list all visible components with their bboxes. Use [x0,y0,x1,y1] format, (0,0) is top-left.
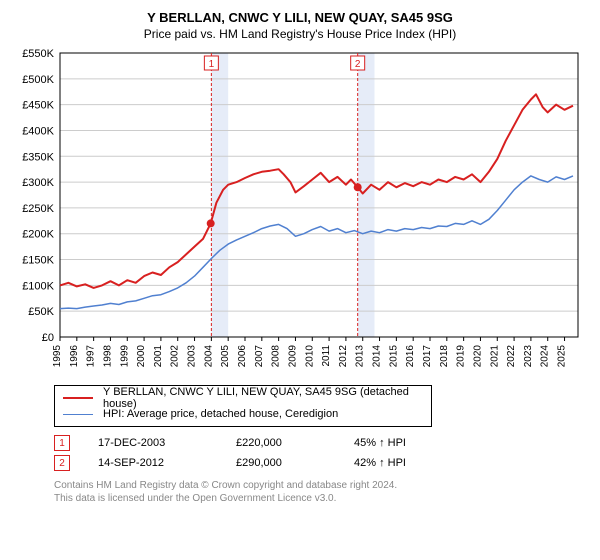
svg-text:2023: 2023 [523,345,534,368]
legend-swatch-hpi [63,414,93,415]
event-price-1: £220,000 [236,437,326,449]
legend-swatch-property [63,397,93,399]
svg-text:2014: 2014 [372,345,383,368]
svg-text:2008: 2008 [271,345,282,368]
chart-container: { "title": "Y BERLLAN, CNWC Y LILI, NEW … [0,0,600,511]
svg-text:2003: 2003 [187,345,198,368]
svg-text:£200K: £200K [22,229,54,241]
svg-text:2012: 2012 [338,345,349,368]
svg-text:2016: 2016 [405,345,416,368]
svg-text:2018: 2018 [439,345,450,368]
svg-text:2024: 2024 [540,345,551,368]
svg-text:2020: 2020 [472,345,483,368]
svg-text:1995: 1995 [52,345,63,368]
svg-text:£450K: £450K [22,100,54,112]
event-date-1: 17-DEC-2003 [98,437,208,449]
event-row-2: 2 14-SEP-2012 £290,000 42% ↑ HPI [54,453,588,473]
svg-text:2001: 2001 [153,345,164,368]
svg-text:2000: 2000 [136,345,147,368]
event-pct-1: 45% ↑ HPI [354,437,444,449]
svg-text:2006: 2006 [237,345,248,368]
svg-text:1: 1 [209,59,215,70]
chart-plot: £0 £50K £100K £150K £200K £250K £300K £350K £400… [12,47,588,377]
chart-subtitle: Price paid vs. HM Land Registry's House … [12,27,588,41]
svg-text:2022: 2022 [506,345,517,368]
svg-text:2019: 2019 [456,345,467,368]
svg-text:2025: 2025 [557,345,568,368]
chart-title: Y BERLLAN, CNWC Y LILI, NEW QUAY, SA45 9… [12,10,588,25]
svg-text:2: 2 [355,59,361,70]
event-row-1: 1 17-DEC-2003 £220,000 45% ↑ HPI [54,433,588,453]
svg-text:£550K: £550K [22,48,54,60]
chart-svg: £0 £50K £100K £150K £200K £250K £300K £350K £400… [12,47,588,377]
svg-text:£50K: £50K [28,306,54,318]
svg-text:2015: 2015 [388,345,399,368]
svg-text:2013: 2013 [355,345,366,368]
svg-text:£300K: £300K [22,177,54,189]
svg-text:1997: 1997 [86,345,97,368]
legend-row-property: Y BERLLAN, CNWC Y LILI, NEW QUAY, SA45 9… [63,390,423,406]
events-table: 1 17-DEC-2003 £220,000 45% ↑ HPI 2 14-SE… [54,433,588,473]
svg-text:£0: £0 [42,332,54,344]
svg-text:£150K: £150K [22,255,54,267]
svg-text:2004: 2004 [203,345,214,368]
svg-text:2011: 2011 [321,345,332,367]
svg-text:£350K: £350K [22,151,54,163]
svg-text:2007: 2007 [254,345,265,368]
svg-text:£250K: £250K [22,203,54,215]
svg-text:1996: 1996 [69,345,80,368]
event-date-2: 14-SEP-2012 [98,457,208,469]
footer-line-1: Contains HM Land Registry data © Crown c… [54,479,588,492]
svg-text:2010: 2010 [304,345,315,368]
event-price-2: £290,000 [236,457,326,469]
svg-text:2005: 2005 [220,345,231,368]
event-pct-2: 42% ↑ HPI [354,457,444,469]
svg-text:1998: 1998 [102,345,113,368]
svg-text:2021: 2021 [489,345,500,368]
footer: Contains HM Land Registry data © Crown c… [54,479,588,505]
svg-text:£100K: £100K [22,280,54,292]
legend-label-hpi: HPI: Average price, detached house, Cere… [103,408,338,420]
footer-line-2: This data is licensed under the Open Gov… [54,492,588,505]
svg-text:2009: 2009 [287,345,298,368]
svg-text:2002: 2002 [170,345,181,368]
svg-text:£400K: £400K [22,125,54,137]
svg-text:1999: 1999 [119,345,130,368]
event-marker-2: 2 [54,455,70,471]
svg-text:2017: 2017 [422,345,433,368]
svg-text:£500K: £500K [22,74,54,86]
legend: Y BERLLAN, CNWC Y LILI, NEW QUAY, SA45 9… [54,385,432,427]
legend-label-property: Y BERLLAN, CNWC Y LILI, NEW QUAY, SA45 9… [103,386,423,410]
event-marker-1: 1 [54,435,70,451]
